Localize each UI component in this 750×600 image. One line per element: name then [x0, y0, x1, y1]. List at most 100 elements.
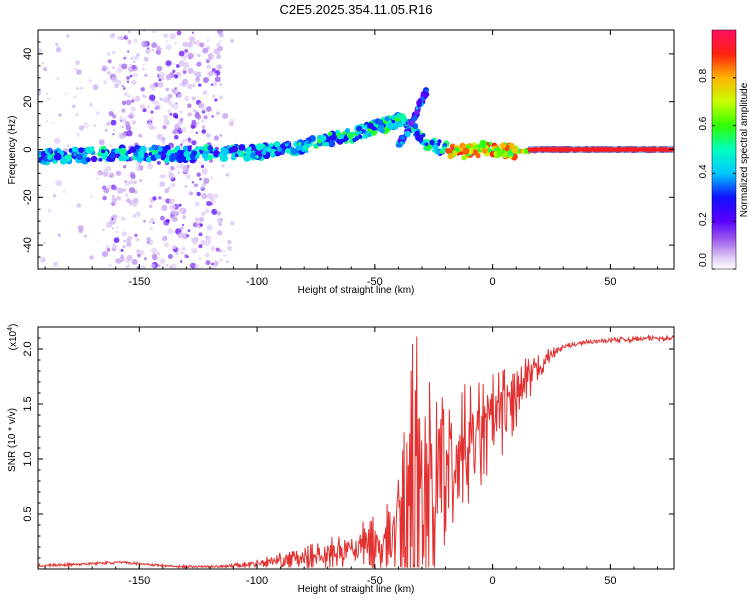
noise-blob	[191, 96, 196, 101]
noise-blob	[58, 113, 62, 117]
noise-blob	[195, 78, 200, 83]
noise-blob	[127, 95, 131, 98]
noise-blob	[200, 185, 204, 190]
noise-blob	[140, 265, 147, 269]
noise-blob	[121, 108, 126, 113]
noise-blob	[55, 179, 62, 187]
noise-blob	[191, 237, 198, 244]
noise-blob	[191, 83, 196, 88]
noise-blob	[196, 121, 200, 125]
noise-blob	[186, 234, 190, 238]
noise-blob	[211, 262, 215, 266]
noise-blob	[165, 121, 170, 126]
noise-blob	[126, 241, 132, 248]
branch-blob	[397, 139, 401, 143]
noise-blob	[227, 239, 232, 245]
noise-blob	[75, 132, 81, 137]
noise-blob	[199, 42, 205, 48]
noise-blob	[55, 46, 62, 52]
noise-blob	[130, 155, 133, 158]
ridge-blob	[221, 148, 229, 156]
noise-blob	[65, 33, 70, 38]
ridge-blob	[297, 142, 302, 146]
ridge-blob	[219, 151, 224, 155]
noise-blob	[162, 125, 167, 130]
x-tick-label: 0	[490, 276, 496, 288]
ridge-blob	[52, 160, 57, 165]
ridge-blob	[255, 148, 264, 157]
x-tick-label: -50	[367, 575, 383, 587]
noise-blob	[179, 82, 183, 87]
noise-blob	[141, 41, 148, 48]
noise-blob	[101, 251, 109, 258]
noise-blob	[205, 260, 211, 266]
ridge-blob	[59, 157, 67, 165]
ridge-blob	[324, 141, 330, 147]
ridge-blob	[108, 152, 116, 159]
snr-plot-area	[38, 333, 674, 569]
ridge-blob	[508, 142, 515, 150]
noise-blob	[106, 248, 111, 252]
ridge-blob	[499, 142, 507, 149]
noise-blob	[191, 119, 197, 125]
noise-blob	[211, 68, 216, 72]
noise-blob	[129, 74, 133, 78]
snr-x-label: Height of straight line (km)	[298, 584, 415, 595]
ridge-blob	[148, 152, 153, 156]
noise-blob	[143, 219, 146, 223]
ridge-blob	[391, 119, 395, 124]
noise-blob	[196, 61, 202, 67]
noise-blob	[122, 165, 127, 169]
noise-blob	[219, 83, 222, 86]
noise-blob	[127, 236, 133, 241]
noise-blob	[103, 80, 107, 84]
snr-multiplier-base: (x10	[8, 330, 19, 350]
noise-blob	[159, 174, 164, 179]
noise-blob	[125, 125, 132, 131]
noise-blob	[147, 122, 153, 128]
branch-blob	[404, 130, 411, 138]
noise-blob	[133, 60, 136, 64]
noise-blob	[192, 109, 197, 113]
ridge-blob	[207, 154, 214, 161]
noise-blob	[151, 30, 155, 34]
branch-blob	[420, 90, 427, 97]
ridge-blob	[195, 146, 200, 151]
noise-blob	[225, 173, 229, 177]
snr-multiplier-exponent: 4	[7, 327, 14, 331]
noise-blob	[208, 57, 212, 60]
noise-blob	[207, 113, 210, 116]
ridge-blob	[47, 154, 53, 160]
noise-blob	[204, 208, 210, 214]
noise-blob	[206, 200, 212, 207]
ridge-blob	[296, 144, 303, 151]
ridge-blob	[461, 155, 467, 161]
ridge-blob	[158, 151, 162, 155]
ridge-blob	[137, 150, 145, 158]
colorbar-tick-label: 0.0	[698, 253, 709, 267]
noise-blob	[159, 258, 166, 265]
ridge-blob	[391, 114, 396, 120]
noise-blob	[147, 163, 154, 170]
noise-blob	[167, 93, 173, 99]
noise-blob	[166, 40, 169, 43]
noise-blob	[206, 224, 213, 231]
noise-blob	[219, 134, 223, 137]
noise-blob	[169, 109, 172, 112]
noise-blob	[150, 217, 155, 223]
noise-blob	[163, 242, 170, 248]
noise-blob	[121, 63, 128, 70]
spectrogram-x-label: Height of straight line (km)	[298, 285, 415, 296]
noise-blob	[190, 112, 193, 116]
ridge-blob	[365, 130, 370, 135]
ridge-blob	[86, 157, 91, 163]
noise-blob	[112, 244, 118, 250]
noise-blob	[160, 215, 165, 221]
noise-blob	[123, 240, 126, 243]
spectrogram-panel: -150 -100 -50 0 50 -40 -20 0 20 40 Height of str…	[7, 29, 675, 296]
ridge-blob	[201, 152, 208, 159]
ridge-blob	[255, 155, 259, 159]
noise-blob	[97, 241, 100, 244]
noise-blob	[194, 264, 200, 269]
noise-blob	[199, 216, 205, 222]
